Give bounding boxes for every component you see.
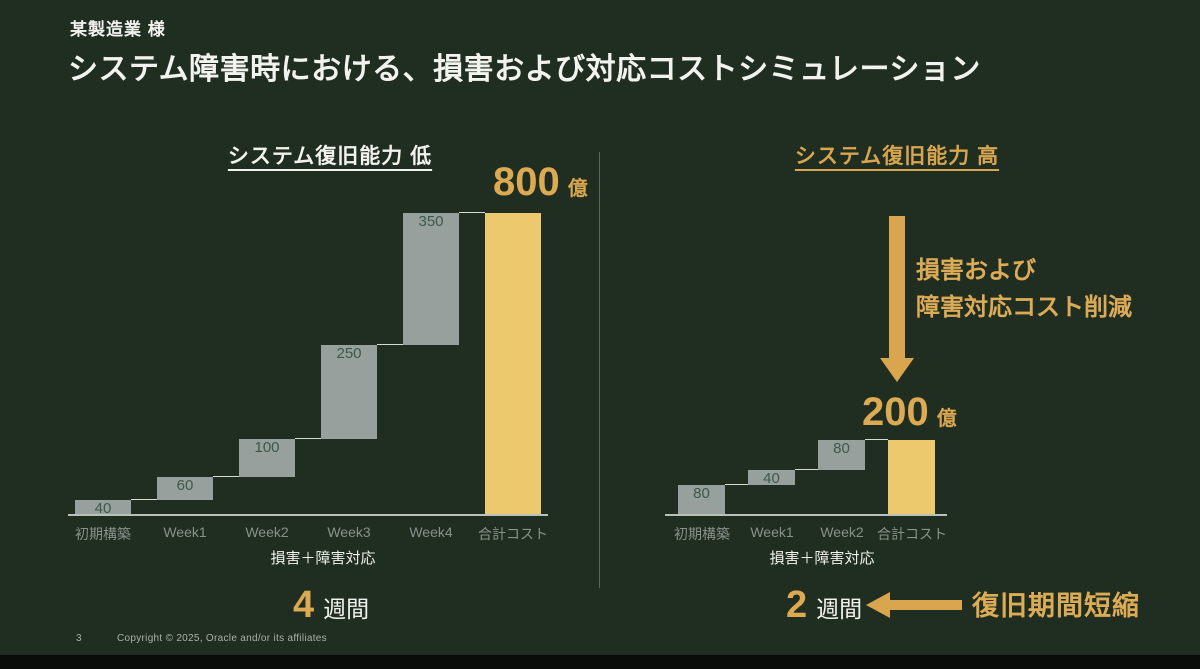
category-label: Week2	[820, 524, 864, 540]
bar-value-label: 60	[176, 477, 194, 494]
bar-value-label: 80	[833, 440, 850, 457]
waterfall-step-bar: 40	[748, 470, 795, 487]
waterfall-connector-line	[725, 484, 748, 485]
waterfall-connector-line	[295, 438, 321, 439]
down-arrow-head	[880, 358, 914, 382]
bar-value-label: 80	[693, 485, 710, 502]
high-total-unit: 億	[936, 408, 957, 430]
low-axis-caption: 損害＋障害対応	[270, 550, 376, 567]
left-arrow-head	[866, 592, 890, 618]
waterfall-connector-line	[377, 344, 403, 345]
cost-reduction-line1: 損害および	[916, 257, 1036, 284]
down-arrow-shaft	[889, 216, 905, 358]
x-axis-labels-low: 初期構築 Week1 Week2 Week3 Week4 合計コスト	[68, 524, 548, 542]
low-total-cost: 800 億	[493, 160, 588, 205]
waterfall-step-bar: 350	[403, 213, 459, 345]
high-duration: 2 週間	[786, 584, 862, 627]
waterfall-step-bar: 250	[321, 345, 377, 439]
category-label: Week2	[245, 524, 289, 540]
waterfall-step-bar: 40	[75, 500, 131, 517]
category-label: 初期構築	[75, 526, 131, 542]
recovery-shortening-note: 復旧期間短縮	[972, 591, 1140, 621]
recovery-shortening-left-arrow-icon	[866, 592, 962, 618]
waterfall-step-bar: 80	[678, 485, 725, 515]
low-recovery-heading: システム復旧能力 低	[227, 145, 433, 168]
x-axis-line	[665, 514, 947, 516]
copyright-text: Copyright © 2025, Oracle and/or its affi…	[117, 633, 327, 644]
category-label: Week4	[409, 524, 453, 540]
high-total-value: 200	[862, 390, 929, 434]
low-total-unit: 億	[567, 178, 588, 200]
page-title: システム障害時における、損害および対応コストシミュレーション	[68, 53, 981, 86]
high-total-cost: 200 億	[862, 390, 957, 435]
category-label: 合計コスト	[877, 526, 947, 542]
high-duration-value: 2	[786, 584, 808, 626]
waterfall-connector-line	[795, 469, 818, 470]
cost-reduction-annotation: 損害および 障害対応コスト削減	[916, 252, 1132, 326]
waterfall-chart-low: 40 60 100 250 350	[68, 212, 548, 517]
client-name: 某製造業 様	[70, 20, 166, 39]
waterfall-connector-line	[213, 476, 239, 477]
waterfall-connector-line	[865, 439, 888, 440]
waterfall-total-bar	[485, 213, 541, 515]
section-divider-line	[599, 152, 600, 588]
high-recovery-heading: システム復旧能力 高	[794, 145, 1000, 168]
low-duration-unit: 週間	[323, 596, 370, 622]
bar-value-label: 40	[94, 500, 112, 517]
waterfall-connector-line	[131, 499, 157, 500]
bar-value-label: 40	[763, 470, 780, 487]
low-total-value: 800	[493, 160, 560, 204]
category-label: Week1	[163, 524, 207, 540]
category-label: Week3	[327, 524, 371, 540]
cost-reduction-line2: 障害対応コスト削減	[916, 294, 1132, 321]
low-duration-value: 4	[293, 584, 315, 626]
x-axis-line	[68, 514, 548, 516]
cost-reduction-down-arrow-icon	[880, 216, 914, 382]
waterfall-step-bar: 60	[157, 477, 213, 500]
waterfall-step-bar: 100	[239, 439, 295, 477]
low-duration: 4 週間	[293, 584, 369, 627]
category-label: 初期構築	[674, 526, 730, 542]
bar-value-label: 350	[418, 213, 444, 230]
category-label: Week1	[750, 524, 794, 540]
waterfall-connector-line	[459, 212, 485, 213]
bar-value-label: 100	[254, 439, 280, 456]
bottom-letterbox-bar	[0, 655, 1200, 669]
bar-value-label: 250	[336, 345, 362, 362]
x-axis-labels-high: 初期構築 Week1 Week2 合計コスト	[665, 524, 947, 542]
left-arrow-shaft	[890, 600, 962, 610]
category-label: 合計コスト	[478, 526, 548, 542]
waterfall-step-bar: 80	[818, 440, 865, 470]
high-duration-unit: 週間	[816, 596, 863, 622]
page-number: 3	[76, 633, 82, 644]
waterfall-total-bar	[888, 440, 935, 515]
waterfall-chart-high: 80 40 80	[665, 439, 947, 515]
high-axis-caption: 損害＋障害対応	[769, 550, 875, 567]
